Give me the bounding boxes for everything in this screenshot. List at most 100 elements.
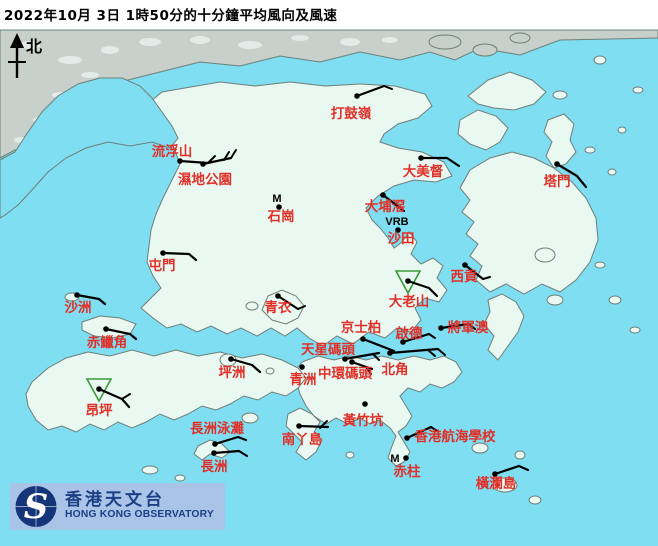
island-lamma: [285, 407, 323, 461]
wind-barb-shaft: [213, 435, 248, 446]
station-label: 石崗: [267, 208, 295, 225]
wind-barb-shaft: [493, 464, 530, 476]
wind-barb-feather: [482, 276, 491, 280]
station-green-island: 青洲: [290, 364, 317, 388]
wind-barb-shaft: [463, 263, 485, 281]
station-label: 坪洲: [219, 365, 246, 381]
wind-barb-shaft: [104, 327, 138, 341]
wind-barb-shaft: [201, 156, 233, 166]
station-dot: [74, 292, 80, 298]
station-dot: [349, 359, 355, 365]
landmass-clear-water-bay: [483, 293, 525, 361]
station-dot: [354, 93, 360, 99]
station-chek-lap-kok: 赤鱲角: [87, 326, 138, 351]
station-dot: [554, 161, 560, 167]
wind-barb-shaft: [75, 293, 107, 306]
station-label: 屯門: [149, 257, 176, 274]
station-label: 赤鱲角: [87, 334, 128, 351]
page-title: 2022年10月 3日 1時50分的十分鐘平均風向及風速: [4, 8, 338, 24]
station-label: 沙洲: [65, 300, 92, 316]
station-kings-park: 京士柏: [341, 319, 396, 353]
station-label: 西貢: [451, 269, 478, 285]
station-label: 京士柏: [341, 319, 382, 336]
station-sai-kung: 西貢: [451, 262, 491, 285]
wind-barb-shaft: [355, 84, 386, 98]
landmass-hong-kong-island: [295, 355, 463, 467]
station-dot: [200, 161, 206, 167]
station-label: 將軍澳: [448, 319, 489, 336]
station-label: 香港航海學校: [414, 428, 496, 445]
station-dot: [418, 155, 424, 161]
station-label: 北角: [382, 361, 409, 378]
station-label: 塔門: [544, 173, 571, 190]
station-dot: [403, 455, 409, 461]
station-label: 天星碼頭: [301, 342, 355, 358]
wind-barb-feather: [437, 348, 446, 356]
station-marker-vrb: VRB: [385, 216, 408, 228]
station-cheung-chau: 長洲: [201, 449, 249, 475]
landmass-sai-kung: [459, 151, 599, 295]
wind-barb-shaft: [297, 424, 330, 429]
wind-barb-feather: [365, 366, 372, 375]
station-label: 青衣: [265, 299, 292, 316]
station-waglan-island: 橫瀾島: [476, 464, 530, 492]
station-label: 赤柱: [394, 463, 421, 480]
station-dot: [400, 339, 406, 345]
station-dot: [212, 441, 218, 447]
wind-barb-shaft: [405, 425, 433, 440]
station-dot: [96, 386, 102, 392]
north-label: 北: [26, 37, 42, 56]
station-tseung-kwan-o: 將軍澳: [438, 319, 489, 336]
station-north-point: 北角: [382, 347, 446, 378]
station-label: 大埔滘: [365, 198, 406, 215]
wind-barb-feather: [372, 353, 380, 361]
north-arrow: [8, 33, 26, 78]
station-label: 濕地公園: [178, 171, 232, 188]
station-sha-chau: 沙洲: [65, 292, 107, 316]
station-ngong-ping: 昂坪: [85, 378, 131, 419]
landmass-new-territories: [140, 81, 453, 347]
station-label: 沙田: [388, 231, 415, 247]
station-marker-m: M: [390, 453, 399, 465]
station-label: 長洲泳灘: [190, 420, 244, 437]
gust-flag-icon: [85, 378, 113, 403]
station-dot: [160, 250, 166, 256]
svg-text:S: S: [24, 487, 49, 527]
wind-barb-shaft: [381, 193, 406, 213]
station-hk-sea-school: 香港航海學校: [404, 425, 496, 445]
wind-barb-feather: [121, 393, 131, 400]
wind-barb-feather: [428, 333, 436, 339]
deep-bay-water: [0, 77, 179, 219]
station-label: 啟德: [396, 325, 423, 342]
land-layer: [0, 29, 658, 505]
wind-barb-shaft: [212, 449, 249, 458]
station-tai-mei-tuk: 大美督: [403, 155, 461, 180]
station-label: 昂坪: [86, 403, 113, 419]
station-sha-tin: VRB 沙田: [385, 216, 414, 247]
station-cheung-chau-beach: 長洲泳灘: [190, 420, 248, 447]
station-star-ferry-pier: 天星碼頭: [301, 342, 381, 362]
station-central-pier: 中環碼頭: [318, 359, 374, 382]
station-stanley: M赤柱: [390, 453, 421, 480]
landmass-plover-cove: [457, 109, 509, 151]
station-label: 長洲: [201, 459, 228, 475]
station-label: 青洲: [290, 371, 317, 388]
station-label: 南丫島: [282, 431, 323, 448]
station-label: 打鼓嶺: [331, 105, 372, 122]
wind-barb-feather: [427, 349, 436, 357]
station-label: 黃竹坑: [342, 412, 384, 429]
wind-barb-shaft: [401, 332, 431, 344]
station-tap-mun: 塔門: [544, 161, 588, 190]
station-dot: [103, 326, 109, 332]
station-dot: [438, 325, 444, 331]
hko-logo-icon: S: [14, 485, 58, 528]
wind-barb-shaft: [361, 337, 396, 353]
station-label: 大美督: [403, 163, 444, 180]
wind-barb-feather: [230, 149, 237, 159]
hko-name-english: HONG KONG OBSERVATORY: [65, 509, 214, 521]
station-peng-chau: 坪洲: [219, 356, 262, 381]
station-ta-kwu-ling: 打鼓嶺: [331, 84, 393, 122]
station-dot: [228, 356, 234, 362]
station-kai-tak: 啟德: [396, 325, 436, 345]
